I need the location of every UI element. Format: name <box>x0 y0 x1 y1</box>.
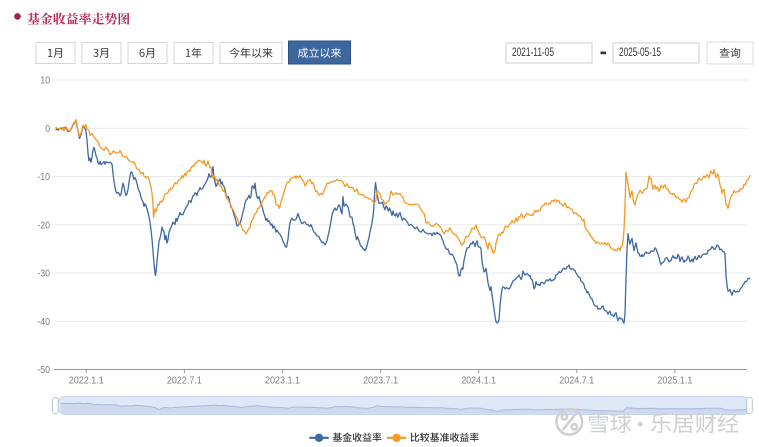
svg-text:-40: -40 <box>37 317 50 328</box>
svg-text:2021-11-05: 2021-11-05 <box>512 45 554 59</box>
svg-text:-50: -50 <box>37 365 50 376</box>
svg-text:10: 10 <box>40 76 50 87</box>
svg-text:-20: -20 <box>37 220 50 231</box>
svg-text:2024.7.1: 2024.7.1 <box>559 375 594 386</box>
svg-text:2022.1.1: 2022.1.1 <box>69 375 104 386</box>
svg-text:-10: -10 <box>37 172 50 183</box>
svg-text:2025.1.1: 2025.1.1 <box>657 375 692 386</box>
svg-text:0: 0 <box>45 124 50 135</box>
svg-text:-30: -30 <box>37 269 50 280</box>
svg-text:2023.1.1: 2023.1.1 <box>265 375 300 386</box>
svg-text:2022.7.1: 2022.7.1 <box>167 375 202 386</box>
svg-text:2024.1.1: 2024.1.1 <box>461 375 496 386</box>
svg-text:2025-05-15: 2025-05-15 <box>619 45 661 59</box>
svg-text:2023.7.1: 2023.7.1 <box>363 375 398 386</box>
